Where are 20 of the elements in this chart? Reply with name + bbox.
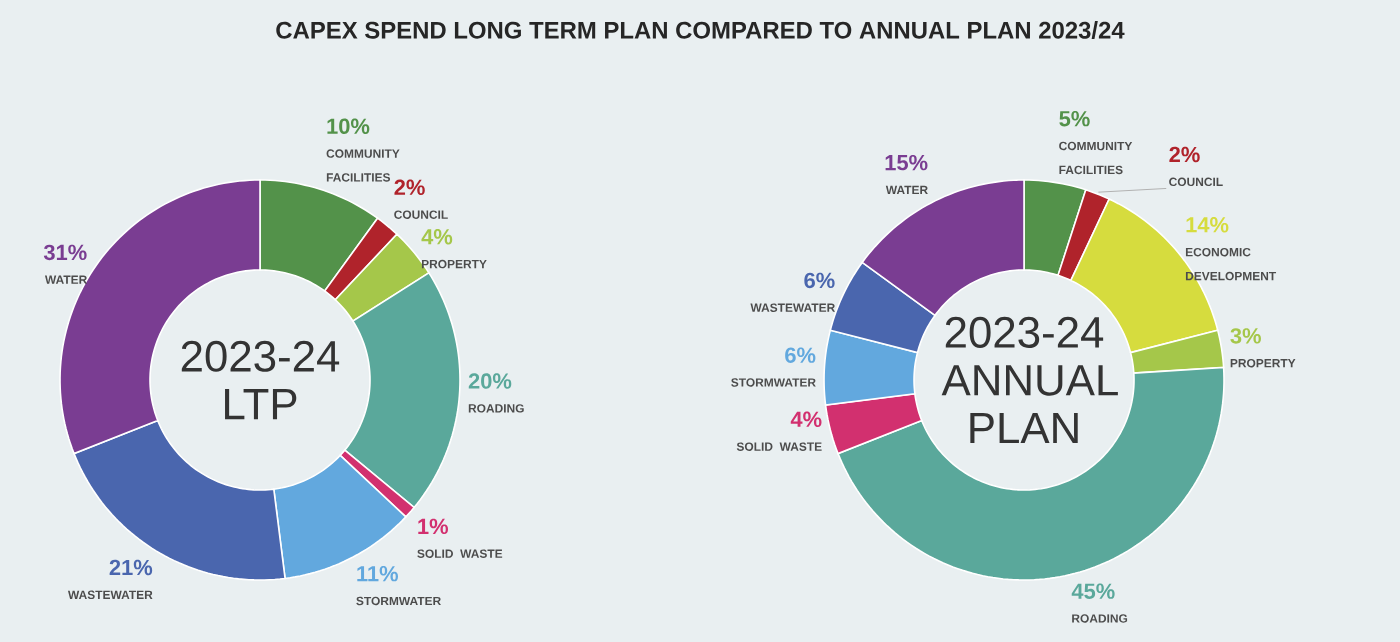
data-label: 4% (421, 229, 453, 245)
text: 2023-24 LTP (181, 340, 340, 420)
data-label: 31% (43, 244, 87, 261)
data-label: 14% (1186, 217, 1229, 233)
data-label: 6% (785, 347, 816, 363)
data-label: 15% (885, 154, 928, 171)
data-label: 21% (109, 559, 153, 576)
data-label: 5% (1059, 110, 1090, 127)
data-label: 1% (418, 518, 449, 535)
data-label: 2% (1169, 146, 1200, 163)
data-label: 4% (790, 411, 822, 427)
data-label: 11% (357, 565, 399, 582)
data-label: 10% (327, 118, 370, 134)
data-label: 20% (468, 373, 512, 389)
text: 2023-24 ANNUAL PLAN (941, 316, 1118, 444)
data-label: 2% (394, 179, 425, 195)
data-label: 3% (1230, 328, 1261, 344)
data-label: 45% (1071, 583, 1115, 599)
text: CAPEX SPEND LONG TERM PLAN COMPARED TO ANNUAL PLAN 2023/24 (276, 21, 1125, 39)
data-label: 6% (804, 272, 835, 289)
